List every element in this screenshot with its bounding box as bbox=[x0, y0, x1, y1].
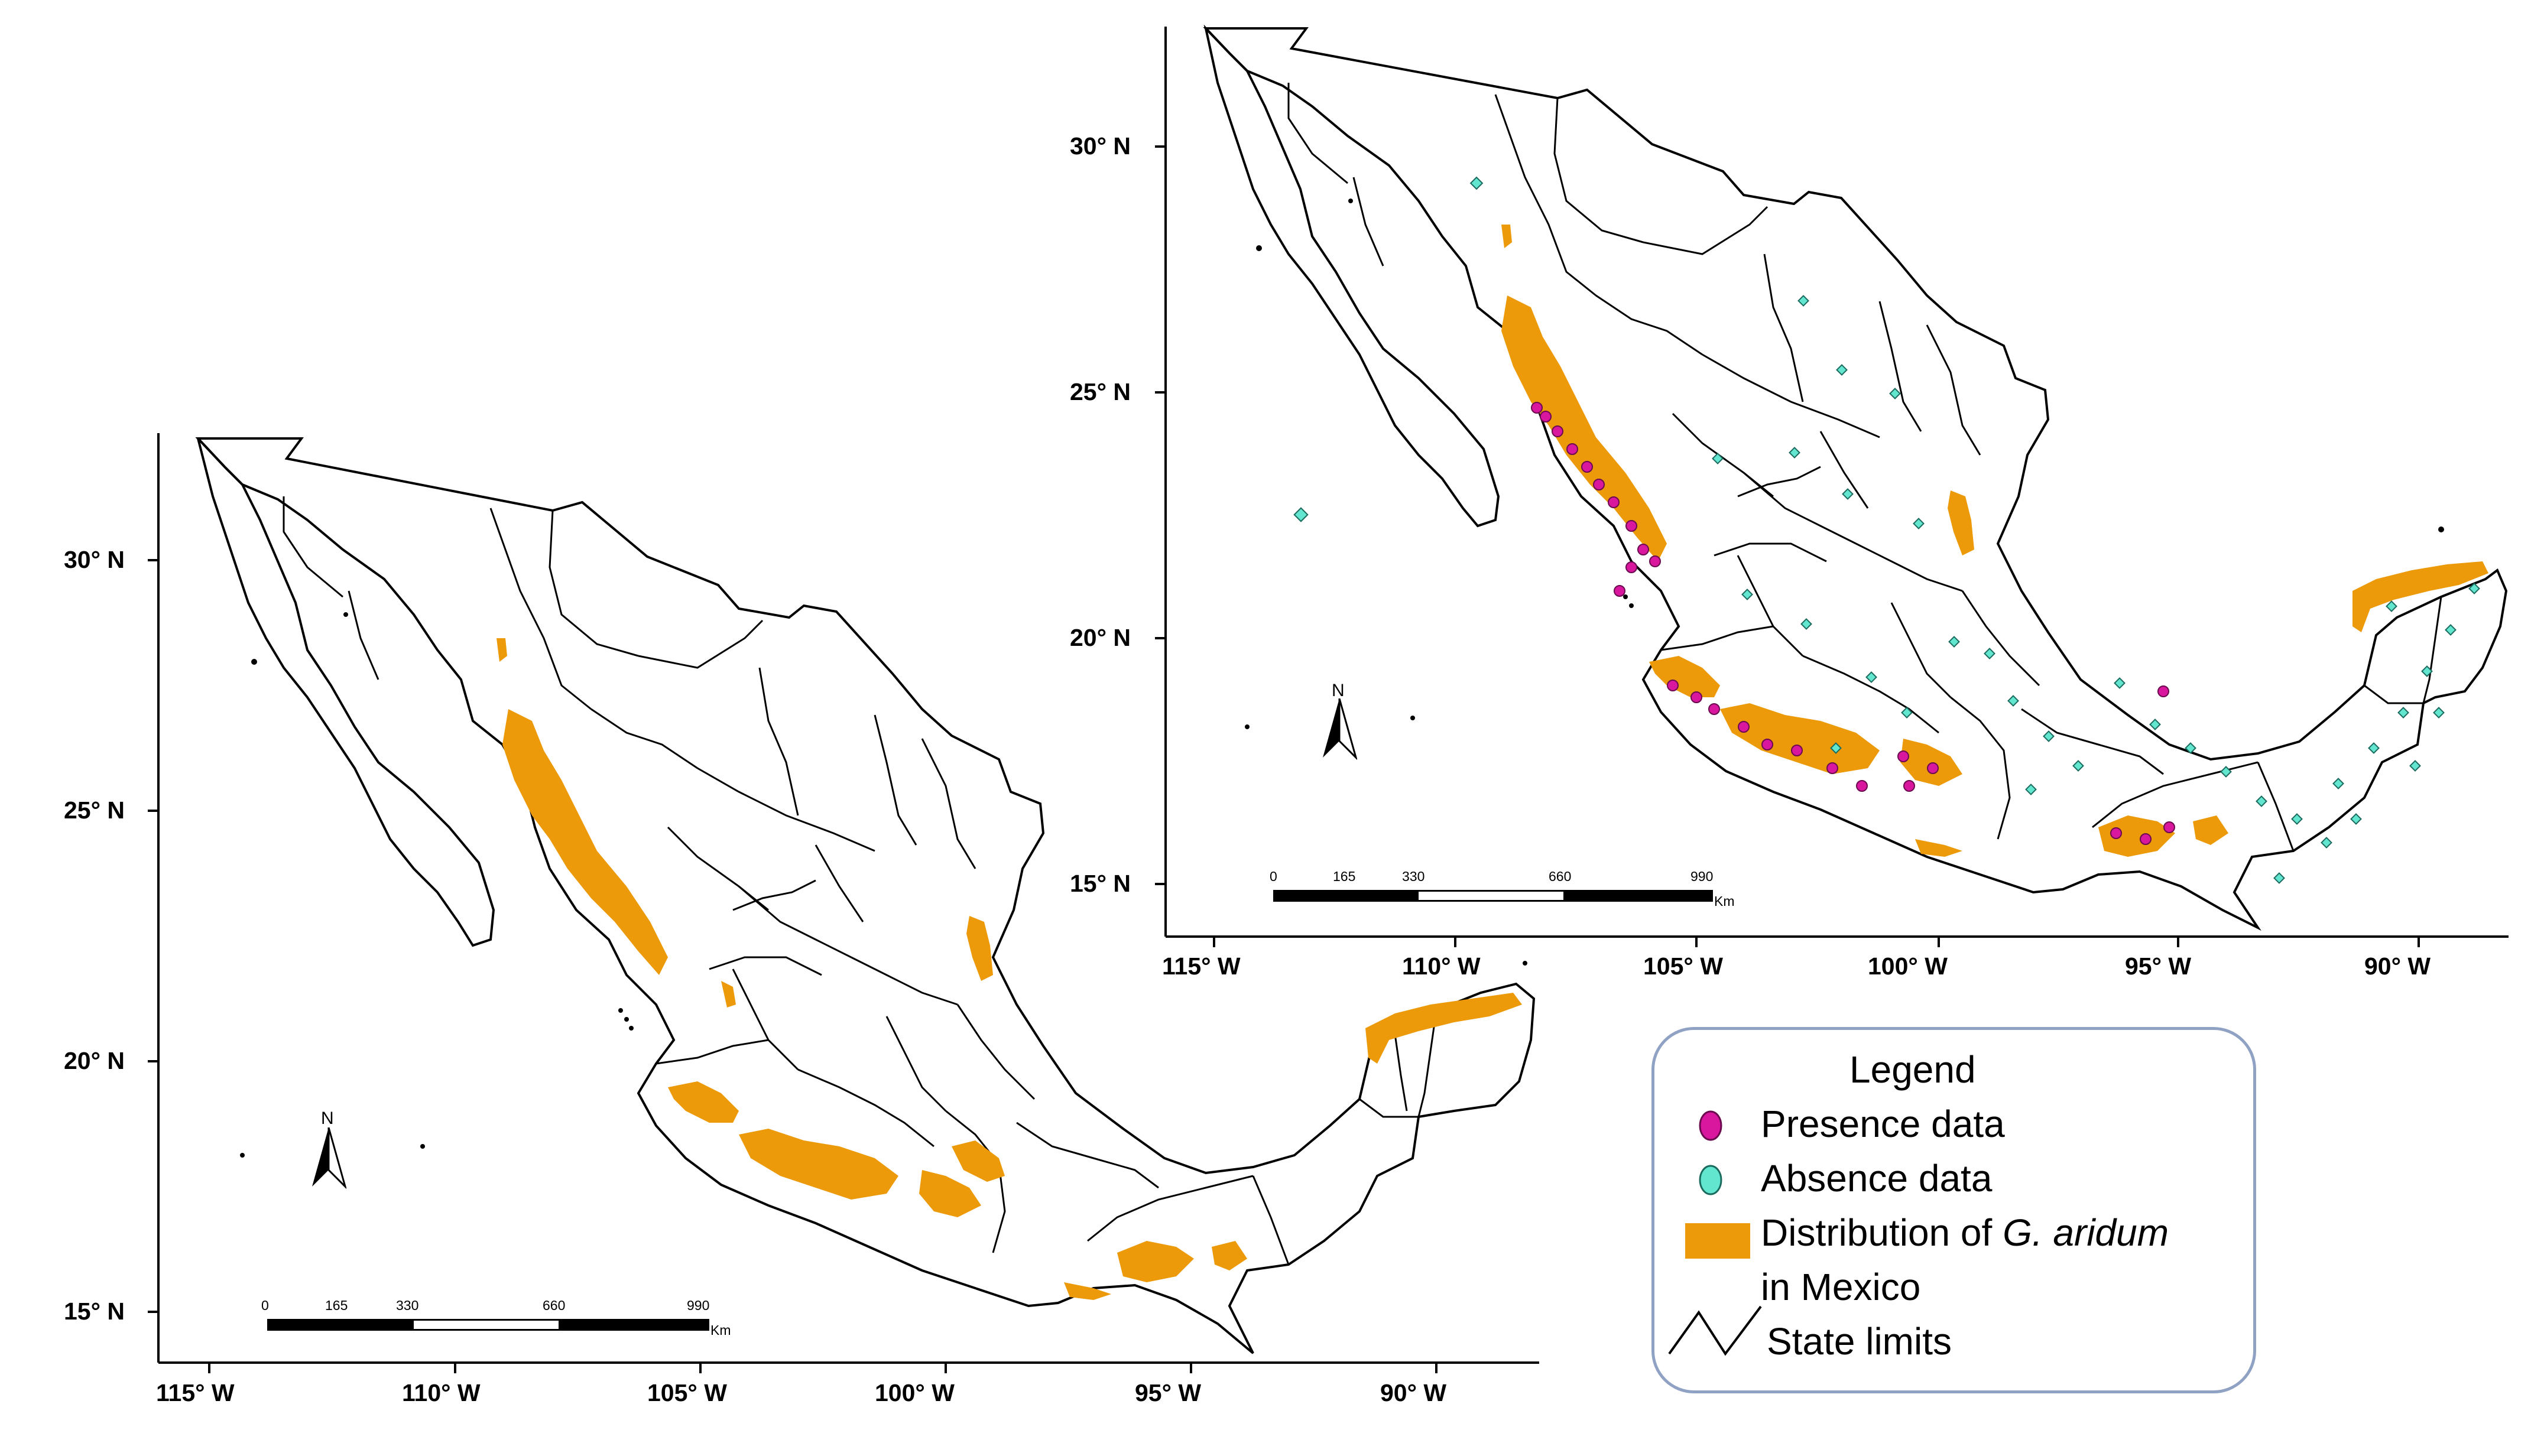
legend-distribution-label-line2: in Mexico bbox=[1761, 1266, 1921, 1308]
right-scale-label-0: 0 bbox=[1270, 869, 1277, 884]
presence-symbol-icon bbox=[1699, 1110, 1722, 1141]
left-distribution-layer bbox=[497, 638, 1522, 1300]
left-map-frame bbox=[148, 433, 1539, 1373]
left-lon-label-100: 100° W bbox=[875, 1379, 955, 1406]
left-scale-unit: Km bbox=[710, 1322, 731, 1338]
left-dist-yucatan bbox=[1365, 993, 1522, 1064]
left-scale-bar bbox=[267, 1319, 709, 1331]
left-scale-label-330: 330 bbox=[396, 1298, 419, 1313]
right-lat-label-25: 25° N bbox=[1070, 378, 1131, 405]
left-mexico-mainland bbox=[195, 437, 1536, 1354]
left-lon-label-110: 110° W bbox=[402, 1379, 481, 1406]
left-scale-label-990: 990 bbox=[687, 1298, 710, 1313]
right-scale-label-660: 660 bbox=[1549, 869, 1572, 884]
left-lon-label-95: 95° W bbox=[1135, 1379, 1202, 1406]
left-baja-peninsula bbox=[197, 437, 495, 947]
right-dist-tamaulipas bbox=[1948, 490, 1974, 555]
left-dist-oaxaca-coast bbox=[1064, 1282, 1111, 1300]
left-scale-label-165: 165 bbox=[325, 1298, 348, 1313]
right-scale-label-165: 165 bbox=[1333, 869, 1356, 884]
right-scale-unit: Km bbox=[1714, 893, 1735, 909]
right-dist-sierra-madre-occidental bbox=[1501, 295, 1667, 561]
right-state-limits bbox=[1287, 83, 2442, 852]
left-lat-label-30: 30° N bbox=[64, 546, 125, 573]
legend-absence-label: Absence data bbox=[1761, 1157, 1993, 1200]
state-limits-line-icon bbox=[1668, 1305, 1762, 1356]
left-state-limits bbox=[283, 496, 1438, 1265]
left-dist-northwest-patch bbox=[497, 638, 507, 662]
right-lon-label-115: 115° W bbox=[1162, 953, 1241, 980]
right-distribution-layer bbox=[1501, 225, 2488, 857]
right-dist-yucatan bbox=[2352, 561, 2488, 632]
right-scale-bar bbox=[1273, 890, 1713, 902]
right-lon-label-100: 100° W bbox=[1868, 953, 1948, 980]
left-dist-puebla bbox=[952, 1140, 1005, 1182]
left-lon-label-115: 115° W bbox=[156, 1379, 235, 1406]
right-dist-northwest-patch bbox=[1501, 225, 1512, 248]
right-dist-chiapas bbox=[2193, 815, 2228, 845]
legend-distribution-label: Distribution of G. aridum bbox=[1761, 1211, 2169, 1254]
right-scale-label-990: 990 bbox=[1690, 869, 1714, 884]
legend-box: Legend Presence data Absence data Distri… bbox=[1651, 1027, 2256, 1393]
right-north-arrow-icon bbox=[1323, 698, 1357, 760]
right-baja-peninsula bbox=[1203, 24, 1500, 528]
left-dist-isthmus bbox=[1117, 1241, 1194, 1282]
left-scale-label-0: 0 bbox=[261, 1298, 269, 1313]
right-mexico-mainland bbox=[1203, 27, 2508, 931]
right-lon-label-110: 110° W bbox=[1402, 953, 1481, 980]
right-absence-points bbox=[1293, 176, 2480, 884]
left-lat-label-25: 25° N bbox=[64, 797, 125, 824]
left-dist-balsas-west bbox=[668, 1081, 739, 1123]
left-lat-label-15: 15° N bbox=[64, 1298, 125, 1325]
left-scale-label-660: 660 bbox=[543, 1298, 566, 1313]
right-map-panel: N 0 165 330 660 990 Km 30° N 25° N 20° N… bbox=[1005, 0, 2544, 1005]
legend-state-limits-label: State limits bbox=[1767, 1320, 1952, 1363]
right-lat-label-30: 30° N bbox=[1070, 132, 1131, 160]
right-dist-isthmus bbox=[2098, 815, 2175, 857]
left-dist-chiapas bbox=[1212, 1241, 1247, 1270]
left-dist-guerrero bbox=[919, 1170, 981, 1217]
right-dist-guerrero bbox=[1900, 739, 1962, 786]
legend-title: Legend bbox=[1849, 1048, 1976, 1091]
left-islands bbox=[240, 612, 1527, 1158]
right-dist-oaxaca bbox=[1915, 839, 1962, 857]
right-map-mexico-outline bbox=[1203, 24, 2508, 931]
right-dist-balsas-center bbox=[1720, 703, 1880, 774]
right-presence-points bbox=[1531, 402, 2175, 845]
right-lon-label-90: 90° W bbox=[2364, 953, 2431, 980]
right-lat-label-15: 15° N bbox=[1070, 870, 1131, 897]
right-map-frame bbox=[1155, 27, 2509, 947]
left-lon-label-105: 105° W bbox=[647, 1379, 727, 1406]
left-north-arrow-icon bbox=[312, 1127, 346, 1190]
right-north-label: N bbox=[1332, 681, 1345, 700]
right-scale-label-330: 330 bbox=[1402, 869, 1425, 884]
right-islands bbox=[1245, 199, 2444, 729]
left-lat-label-20: 20° N bbox=[64, 1047, 125, 1074]
left-dist-tamaulipas bbox=[966, 916, 993, 981]
legend-presence-label: Presence data bbox=[1761, 1103, 2005, 1145]
right-lon-label-95: 95° W bbox=[2125, 953, 2192, 980]
legend-distribution-species: G. aridum bbox=[2003, 1211, 2169, 1254]
left-dist-balsas-center bbox=[739, 1129, 898, 1200]
left-dist-jalisco bbox=[721, 981, 736, 1008]
legend-distribution-prefix: Distribution of bbox=[1761, 1211, 2003, 1254]
right-lon-label-105: 105° W bbox=[1643, 953, 1723, 980]
left-dist-sierra-madre-occidental bbox=[502, 709, 668, 975]
distribution-symbol-swatch bbox=[1685, 1223, 1750, 1259]
absence-symbol-icon bbox=[1699, 1165, 1722, 1195]
right-lat-label-20: 20° N bbox=[1070, 624, 1131, 651]
right-dist-balsas-west bbox=[1649, 656, 1720, 697]
left-map-mexico-outline bbox=[195, 437, 1536, 1354]
left-map-panel: N 0 165 330 660 990 Km 30° N 25° N 20° N… bbox=[64, 433, 1539, 1406]
left-lon-label-90: 90° W bbox=[1380, 1379, 1447, 1406]
left-north-label: N bbox=[321, 1109, 334, 1128]
